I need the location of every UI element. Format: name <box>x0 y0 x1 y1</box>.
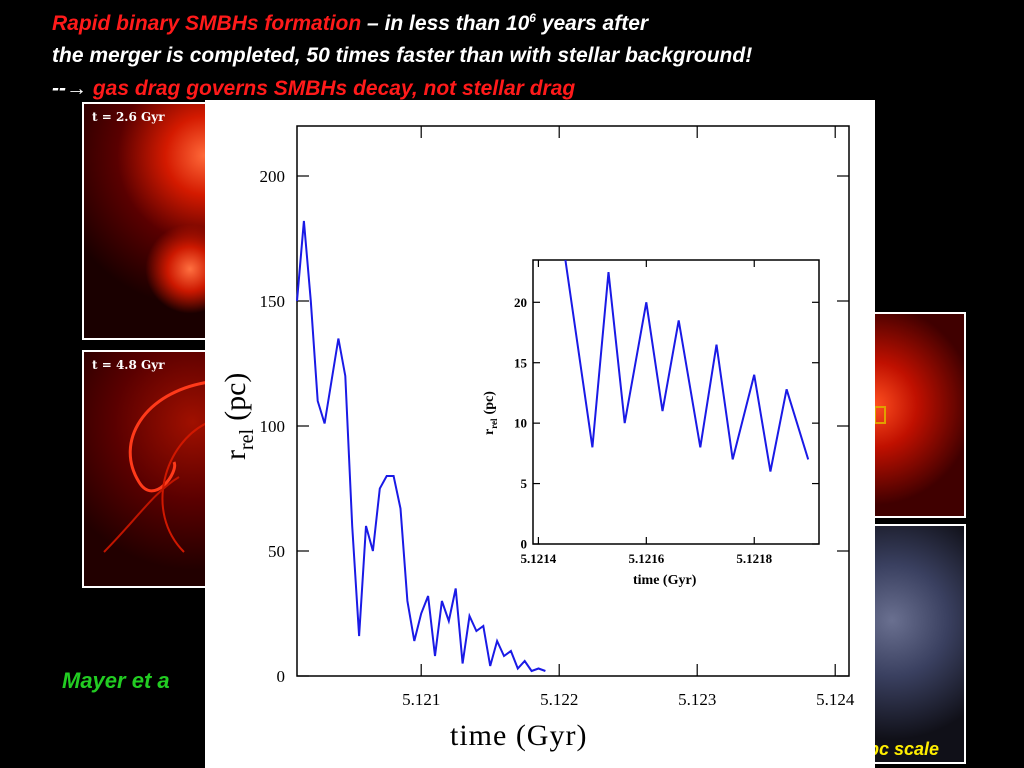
y-tick-label: 150 <box>260 292 286 311</box>
main-series-line <box>296 220 546 673</box>
main-y-axis-title: rrel (pc) <box>219 373 258 460</box>
svg-text:rrel(pc): rrel (pc) <box>482 391 499 435</box>
plot-sheet: 0 50 100 150 200 5.121 5.122 5.123 5.124 time (… <box>205 100 875 768</box>
author-credit: Mayer et a <box>62 668 170 693</box>
inset-y-axis-title: rrel (pc) <box>482 391 499 435</box>
simulation-panel-top-left: t = 2.6 Gyr <box>82 102 207 340</box>
y-tick-label: 200 <box>260 167 286 186</box>
simulation-panel-bottom-left: t = 4.8 Gyr <box>82 350 207 588</box>
zoom-box <box>874 406 886 424</box>
y-tick-label: 0 <box>277 667 286 686</box>
header-line-3: --→ gas drag governs SMBHs decay, not st… <box>52 78 575 99</box>
main-x-axis: 5.121 5.122 5.123 5.124 <box>402 126 855 709</box>
y-tick-label: 50 <box>268 542 285 561</box>
inset-chart-frame <box>532 259 820 545</box>
y-title-main: r <box>219 450 252 460</box>
y-tick-label: 20 <box>514 295 527 310</box>
header-conclusion: gas drag governs SMBHs decay, not stella… <box>87 77 576 100</box>
header-tail: years after <box>535 12 649 35</box>
tidal-streams <box>103 381 205 553</box>
x-tick-label: 5.1218 <box>736 551 772 566</box>
inset-y-title-sub: rel <box>489 418 499 429</box>
svg-text:rrel(pc): rrel (pc) <box>219 373 258 460</box>
scale-label: pc scale <box>868 739 940 759</box>
header-dashes: -- <box>52 77 66 100</box>
main-chart-frame <box>296 125 850 677</box>
inset-x-axis: 5.1214 5.1216 5.1218 <box>521 260 773 566</box>
inset-y-title-unit: (pc) <box>482 391 497 415</box>
y-tick-label: 15 <box>514 355 528 370</box>
header-dash: – <box>361 12 385 35</box>
y-tick-label: 5 <box>521 476 528 491</box>
header-line-2: the merger is completed, 50 times faster… <box>52 44 753 67</box>
inset-y-title-main: r <box>482 429 497 435</box>
header-title: Rapid binary SMBHs formation <box>52 12 362 35</box>
header-claim: in less than 10 <box>384 12 530 35</box>
x-tick-label: 5.123 <box>678 690 716 709</box>
simulation-panel-right-bottom <box>872 524 966 764</box>
galaxy-blob <box>145 224 205 314</box>
y-title-sub: rel <box>236 428 258 450</box>
x-tick-label: 5.124 <box>816 690 855 709</box>
header-exponent: 6 <box>529 11 536 25</box>
panel-time-label: t = 4.8 Gyr <box>92 358 165 372</box>
inset-y-axis: 0 5 10 15 20 <box>514 295 819 552</box>
main-x-axis-title: time (Gyr) <box>450 719 587 752</box>
x-tick-label: 5.121 <box>402 690 440 709</box>
y-tick-label: 0 <box>521 537 528 552</box>
y-tick-label: 10 <box>514 416 527 431</box>
x-tick-label: 5.1214 <box>521 551 557 566</box>
x-tick-label: 5.122 <box>540 690 578 709</box>
header-line-1: Rapid binary SMBHs formation – in less t… <box>52 12 648 34</box>
y-tick-label: 100 <box>260 417 286 436</box>
inset-x-axis-title: time (Gyr) <box>633 573 697 588</box>
panel-time-label: t = 2.6 Gyr <box>92 110 165 124</box>
arrow-icon: → <box>66 77 87 100</box>
x-tick-label: 5.1216 <box>628 551 664 566</box>
inset-series-line <box>564 259 810 472</box>
simulation-panel-right-top <box>872 312 966 518</box>
y-title-unit: (pc) <box>219 373 252 421</box>
